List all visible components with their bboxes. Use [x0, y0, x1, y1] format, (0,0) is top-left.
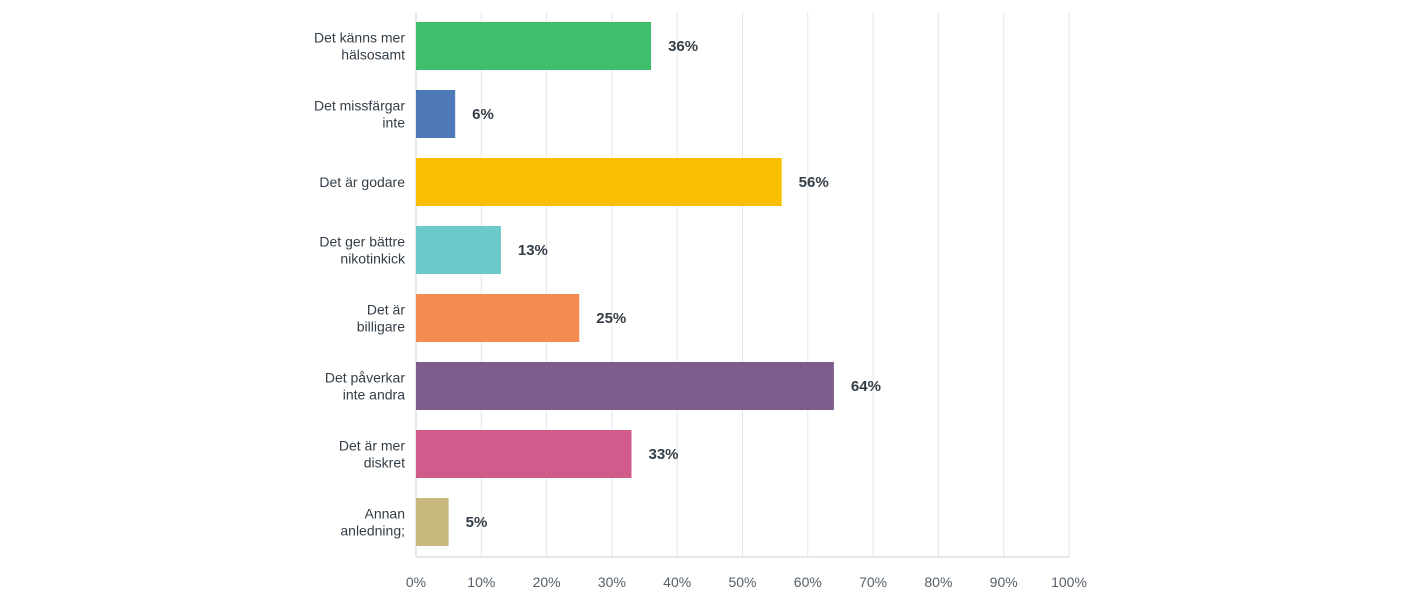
bar: [416, 22, 652, 70]
bar-value-label: 13%: [518, 242, 548, 259]
category-label-line: Det är: [367, 302, 405, 318]
x-tick-label: 90%: [990, 574, 1018, 590]
x-tick-label: 100%: [1051, 574, 1087, 590]
category-label-line: Det påverkar: [325, 370, 405, 386]
bar: [416, 362, 834, 410]
category-label: Det känns mer hälsosamt: [314, 30, 405, 63]
x-tick-label: 40%: [663, 574, 691, 590]
x-axis-ticks: 0% 10% 20% 30% 40% 50% 60% 70% 80% 90% 100%: [406, 574, 1087, 590]
x-tick-label: 80%: [924, 574, 952, 590]
x-tick-label: 10%: [467, 574, 495, 590]
category-label-line: Det känns mer: [314, 30, 405, 46]
bar: [416, 90, 456, 138]
category-label-line: billigare: [357, 319, 405, 335]
bar-value-label: 6%: [472, 106, 494, 123]
category-label-line: inte: [382, 115, 405, 131]
bar: [416, 498, 449, 546]
category-label-line: Det är godare: [319, 174, 405, 190]
category-label-line: diskret: [364, 455, 405, 471]
bar-value-label: 33%: [648, 446, 678, 463]
bar: [416, 294, 580, 342]
bar-value-label: 36%: [668, 38, 698, 55]
category-label: Det är mer diskret: [339, 438, 405, 471]
bar: [416, 430, 632, 478]
category-label: Det påverkar inte andra: [325, 370, 405, 403]
bar: [416, 158, 782, 206]
label-layer: 36% Det känns mer hälsosamt 6% Det missfärga…: [314, 30, 881, 539]
category-label-line: Annan: [365, 506, 405, 522]
bar-value-label: 25%: [596, 310, 626, 327]
bar-value-label: 5%: [466, 514, 488, 531]
category-label-line: inte andra: [343, 387, 405, 403]
x-tick-label: 50%: [728, 574, 756, 590]
bar-value-label: 64%: [851, 378, 881, 395]
category-label-line: Det missfärgar: [314, 98, 405, 114]
category-label: Annan anledning;: [340, 506, 405, 539]
x-tick-label: 70%: [859, 574, 887, 590]
category-label-line: anledning;: [340, 523, 405, 539]
x-tick-label: 60%: [794, 574, 822, 590]
category-label: Det är billigare: [357, 302, 406, 335]
category-label-line: Det är mer: [339, 438, 405, 454]
bar-value-label: 56%: [799, 174, 829, 191]
category-label: Det är godare: [319, 174, 405, 190]
category-label-line: hälsosamt: [341, 47, 405, 63]
bar: [416, 226, 501, 274]
x-tick-label: 0%: [406, 574, 426, 590]
x-tick-label: 30%: [598, 574, 626, 590]
x-tick-label: 20%: [533, 574, 561, 590]
category-label-line: Det ger bättre: [319, 234, 405, 250]
category-label: Det missfärgar inte: [314, 98, 405, 131]
category-label-line: nikotinkick: [340, 251, 406, 267]
bar-layer: [416, 22, 834, 546]
category-label: Det ger bättre nikotinkick: [319, 234, 406, 267]
